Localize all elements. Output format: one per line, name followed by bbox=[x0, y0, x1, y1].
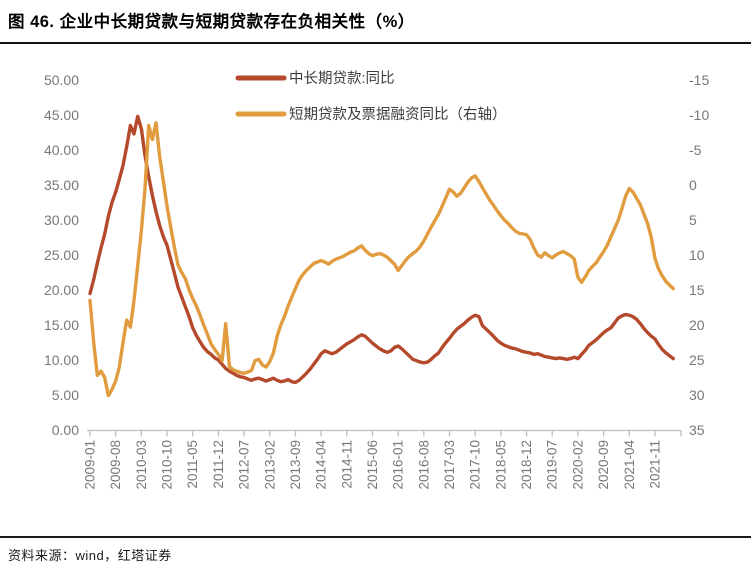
right-axis-tick-label: -15 bbox=[689, 72, 709, 88]
right-axis: -15 -10 -5 0 5 10 15 20 25 30 35 bbox=[689, 72, 709, 438]
source-note: 资料来源：wind，红塔证券 bbox=[8, 548, 172, 563]
legend-label: 短期贷款及票据融资同比（右轴） bbox=[289, 106, 507, 123]
left-axis-tick-label: 45.00 bbox=[44, 107, 79, 123]
left-axis-tick-label: 20.00 bbox=[44, 282, 79, 298]
x-axis-tick-label: 2017-10 bbox=[468, 440, 483, 490]
x-axis-tick-label: 2017-03 bbox=[442, 440, 457, 490]
x-axis-tick-label: 2009-08 bbox=[108, 440, 123, 490]
x-axis-tick-label: 2015-06 bbox=[365, 440, 380, 490]
left-axis-tick-label: 35.00 bbox=[44, 177, 79, 193]
series-short-loans-line bbox=[88, 121, 675, 398]
title-divider bbox=[0, 42, 751, 44]
left-axis-tick-label: 50.00 bbox=[44, 72, 79, 88]
x-axis-tick-label: 2010-10 bbox=[160, 440, 175, 490]
right-axis-tick-label: 30 bbox=[689, 387, 705, 403]
right-axis-tick-label: -10 bbox=[689, 107, 709, 123]
right-axis-tick-label: 5 bbox=[689, 212, 697, 228]
legend-item: 中长期贷款:同比 bbox=[235, 70, 395, 87]
x-axis-tick-label: 2010-03 bbox=[134, 440, 149, 490]
right-axis-tick-label: 20 bbox=[689, 317, 705, 333]
x-axis-tick-label: 2018-05 bbox=[493, 440, 508, 490]
left-axis-tick-label: 25.00 bbox=[44, 247, 79, 263]
x-axis-tick-label: 2014-04 bbox=[314, 440, 329, 490]
x-axis-tick-label: 2013-02 bbox=[262, 440, 277, 490]
x-axis-tick-label: 2012-07 bbox=[237, 440, 252, 490]
x-axis: 2009-01 2009-08 2010-03 2010-10 2011-05 2011-… bbox=[83, 429, 682, 490]
x-axis-tick-label: 2021-11 bbox=[647, 440, 662, 489]
left-axis-tick-label: 5.00 bbox=[52, 387, 79, 403]
right-axis-tick-label: 0 bbox=[689, 177, 697, 193]
x-axis-tick-label: 2011-05 bbox=[185, 440, 200, 489]
chart-svg: 中长期贷款:同比短期贷款及票据融资同比（右轴）50.0045.0040.0035… bbox=[44, 70, 709, 490]
left-axis-tick-label: 10.00 bbox=[44, 352, 79, 368]
left-axis: 50.00 45.00 40.00 35.00 30.00 25.00 20.00 15.00… bbox=[44, 72, 79, 438]
x-axis-tick-label: 2019-07 bbox=[545, 440, 560, 490]
source-divider bbox=[0, 536, 751, 538]
x-axis-tick-label: 2014-11 bbox=[339, 440, 354, 489]
left-axis-tick-label: 40.00 bbox=[44, 142, 79, 158]
x-axis-tick-label: 2009-01 bbox=[83, 440, 98, 490]
x-axis-tick-label: 2011-12 bbox=[211, 440, 226, 489]
right-axis-tick-label: 15 bbox=[689, 282, 705, 298]
legend-item: 短期贷款及票据融资同比（右轴） bbox=[235, 106, 507, 123]
x-axis-tick-label: 2021-04 bbox=[622, 440, 637, 490]
right-axis-tick-label: 10 bbox=[689, 247, 705, 263]
series-medium-long-loans-line bbox=[88, 114, 675, 385]
x-axis-tick-label: 2016-08 bbox=[416, 440, 431, 490]
x-axis-tick-label: 2013-09 bbox=[288, 440, 303, 490]
left-axis-tick-label: 15.00 bbox=[44, 317, 79, 333]
x-axis-tick-label: 2018-12 bbox=[519, 440, 534, 490]
x-axis-tick-label: 2016-01 bbox=[391, 440, 406, 490]
left-axis-tick-label: 0.00 bbox=[52, 422, 79, 438]
x-axis-tick-label: 2020-02 bbox=[570, 440, 585, 490]
left-axis-tick-label: 30.00 bbox=[44, 212, 79, 228]
legend-label: 中长期贷款:同比 bbox=[289, 70, 395, 87]
right-axis-tick-label: 35 bbox=[689, 422, 705, 438]
right-axis-tick-label: -5 bbox=[689, 142, 702, 158]
figure-title: 图 46. 企业中长期贷款与短期贷款存在负相关性（%） bbox=[8, 13, 415, 31]
right-axis-tick-label: 25 bbox=[689, 352, 705, 368]
chart-area: 中长期贷款:同比 短期贷款及票据融资同比（右轴） 50.00 45.00 40.00 35… bbox=[0, 46, 751, 532]
x-axis-tick-label: 2020-09 bbox=[596, 440, 611, 490]
